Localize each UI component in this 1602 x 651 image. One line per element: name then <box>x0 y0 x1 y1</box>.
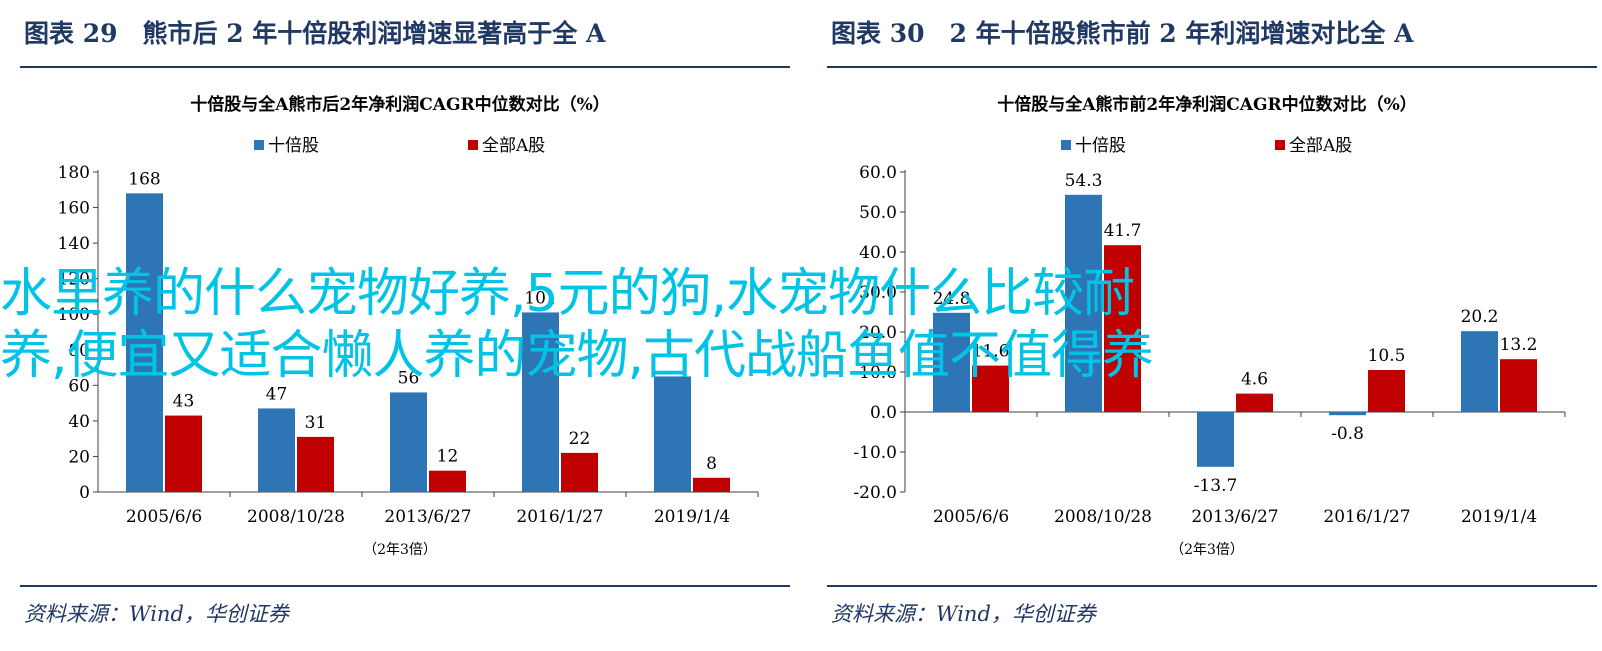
data-label: 56 <box>398 368 420 388</box>
x-tick-label: 2005/6/6 <box>933 507 1009 527</box>
legend-label: 全部A股 <box>1289 136 1352 156</box>
figure-29-source: 资料来源：Wind，华创证券 <box>24 602 289 626</box>
bar <box>429 470 466 492</box>
bar <box>390 392 427 492</box>
data-label: 31 <box>305 413 327 433</box>
data-label: -0.8 <box>1331 424 1364 444</box>
legend-label: 十倍股 <box>1075 136 1126 156</box>
data-label: 13.2 <box>1500 335 1538 355</box>
figure-29-chart: 十倍股与全A熊市后2年净利润CAGR中位数对比（%） 十倍股 全部A股 0 20 40 60… <box>58 94 759 558</box>
legend-swatch <box>1061 140 1071 150</box>
y-tick-label: 60 <box>68 376 90 396</box>
figure-30-heading: 图表 30 2 年十倍股熊市前 2 年利润增速对比全 A <box>831 19 1414 48</box>
data-label: 43 <box>173 392 195 412</box>
y-tick-label: 20 <box>68 447 90 467</box>
source-rule <box>20 585 790 587</box>
y-tick-label: -20.0 <box>853 483 897 503</box>
data-label: 54.3 <box>1065 171 1103 191</box>
y-tick-label: 140 <box>58 234 90 254</box>
bar <box>1065 194 1102 412</box>
data-label: 20.2 <box>1461 307 1499 327</box>
y-tick-label: 30.0 <box>859 283 897 303</box>
bar <box>1236 393 1273 412</box>
chart-title: 十倍股与全A熊市前2年净利润CAGR中位数对比（%） <box>997 94 1417 115</box>
legend-swatch <box>1275 140 1285 150</box>
y-tick-label: 60.0 <box>859 163 897 183</box>
bar <box>126 193 163 492</box>
x-tick-label: 2016/1/27 <box>516 507 603 527</box>
x-tick-label: 2013/6/27 <box>384 507 471 527</box>
data-label: 41.7 <box>1104 221 1142 241</box>
bar <box>561 452 598 492</box>
data-label: 8 <box>706 454 717 474</box>
chart-title: 十倍股与全A熊市后2年净利润CAGR中位数对比（%） <box>190 94 610 115</box>
y-tick-label: 160 <box>58 199 90 219</box>
figure-30-chart: 十倍股与全A熊市前2年净利润CAGR中位数对比（%） 十倍股 全部A股 -20.0 -1… <box>853 94 1566 558</box>
y-tick-label: 20.0 <box>859 323 897 343</box>
overlay-caption-line-1: 水里养的什么宠物好养,5元的狗,水宠物什么比较耐 <box>0 264 1135 324</box>
heading-rule <box>827 66 1597 68</box>
y-tick-label: 0.0 <box>870 403 897 423</box>
data-label: -13.7 <box>1194 476 1238 496</box>
bar <box>693 477 730 492</box>
data-label: 22 <box>569 429 591 449</box>
data-label: 12 <box>437 447 459 467</box>
data-label: 47 <box>266 384 288 404</box>
x-tick-label: 2016/1/27 <box>1323 507 1410 527</box>
data-label: 101 <box>524 288 556 308</box>
x-tick-label: 2008/10/28 <box>1054 507 1152 527</box>
chart-subtitle: （2年3倍） <box>363 542 437 558</box>
data-label: 24.8 <box>933 289 971 309</box>
figure-30-source: 资料来源：Wind，华创证券 <box>831 602 1096 626</box>
overlay-caption-line-2: 养,便宜又适合懒人养的宠物,古代战船鱼值不值得养 <box>0 326 1154 386</box>
chart-subtitle: （2年3倍） <box>1170 542 1244 558</box>
y-tick-label: 100 <box>58 305 90 325</box>
legend-label: 全部A股 <box>482 136 545 156</box>
y-tick-label: 40.0 <box>859 243 897 263</box>
x-tick-label: 2019/1/4 <box>654 507 730 527</box>
bar <box>1104 245 1141 412</box>
y-tick-label: 50.0 <box>859 203 897 223</box>
bar <box>1368 370 1405 412</box>
y-tick-label: 180 <box>58 163 90 183</box>
y-tick-label: 120 <box>58 270 90 290</box>
data-label: 11.6 <box>972 342 1010 362</box>
bar <box>165 415 202 492</box>
data-label: 168 <box>128 169 160 189</box>
bar <box>933 312 970 412</box>
y-tick-label: -10.0 <box>853 443 897 463</box>
data-label: 10.5 <box>1368 346 1406 366</box>
x-tick-label: 2005/6/6 <box>126 507 202 527</box>
bar <box>258 408 295 492</box>
bar <box>1329 412 1366 416</box>
heading-rule <box>20 66 790 68</box>
source-rule <box>827 585 1597 587</box>
bar <box>1461 331 1498 412</box>
bar <box>1500 359 1537 412</box>
legend-swatch <box>468 140 478 150</box>
figure-29-heading: 图表 29 熊市后 2 年十倍股利润增速显著高于全 A <box>24 19 606 48</box>
legend-label: 十倍股 <box>268 136 319 156</box>
x-tick-label: 2019/1/4 <box>1461 507 1537 527</box>
legend-swatch <box>254 140 264 150</box>
y-tick-label: 0 <box>79 483 90 503</box>
y-tick-label: 10.0 <box>859 363 897 383</box>
bar <box>654 376 691 492</box>
x-tick-label: 2008/10/28 <box>247 507 345 527</box>
bar <box>522 312 559 492</box>
bar <box>297 436 334 492</box>
x-tick-label: 2013/6/27 <box>1191 507 1278 527</box>
y-tick-label: 80 <box>68 341 90 361</box>
bar <box>972 365 1009 412</box>
y-tick-label: 40 <box>68 412 90 432</box>
data-label: 4.6 <box>1241 370 1268 390</box>
bar <box>1197 412 1234 467</box>
